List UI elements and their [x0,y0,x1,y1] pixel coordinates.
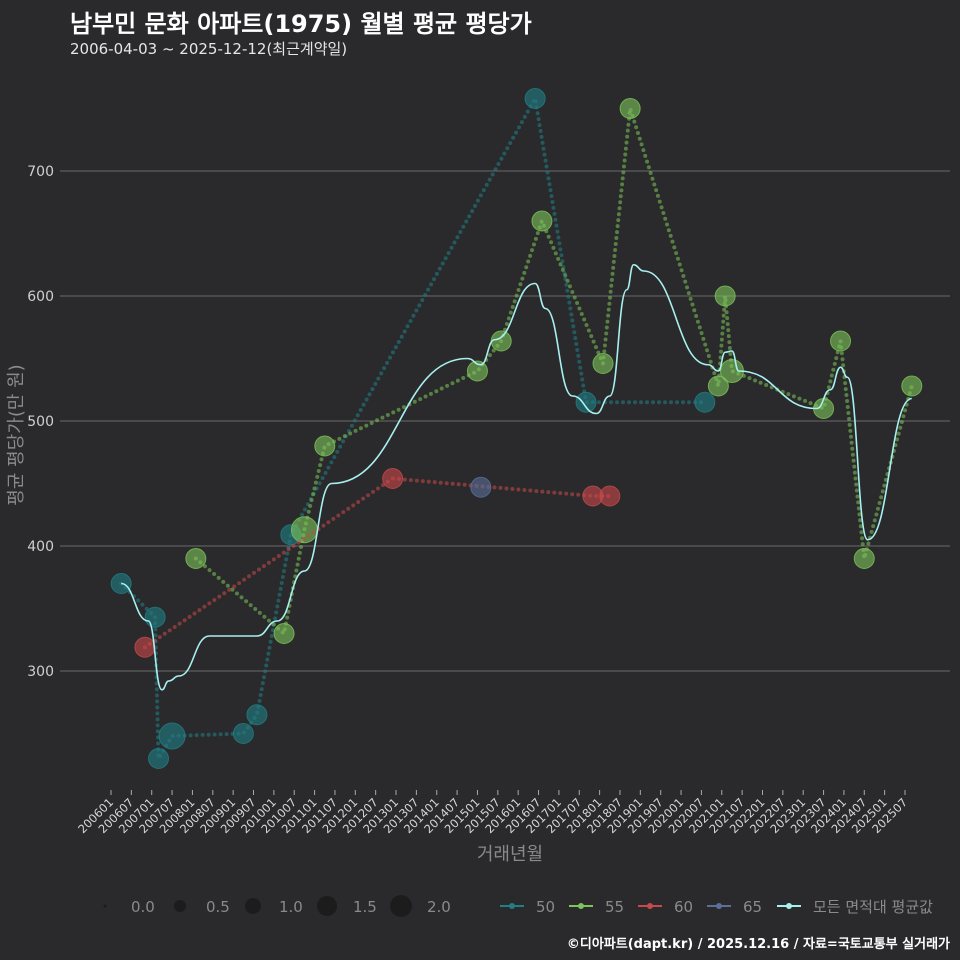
data-point-50 [158,722,186,750]
data-point-50 [148,748,170,769]
data-point-55 [707,375,729,397]
size-legend-symbol [103,904,107,908]
legend-dot-0 [509,903,515,909]
data-point-55 [185,548,207,569]
size-legend-symbol [174,900,186,912]
series-line-50 [119,92,707,766]
legend-label: 모든 면적대 평균값 [813,898,933,916]
data-point-50 [575,391,597,413]
data-point-55 [714,285,736,307]
size-legend-label: 1.0 [279,898,303,916]
data-point-60 [382,468,404,489]
data-point-50 [246,704,268,726]
size-legend-symbol [245,898,261,914]
data-point-55 [830,330,852,352]
legend-label: 65 [743,898,762,916]
data-point-55 [619,98,641,119]
data-point-55 [531,210,553,232]
chart-caption: ©디아파트(dapt.kr) / 2025.12.16 / 자료=국토교통부 실… [566,937,950,952]
data-point-55 [490,330,512,352]
data-point-55 [901,375,923,397]
series-line-60 [142,476,612,650]
average-line [120,263,913,691]
legend-dot-4 [786,903,792,909]
data-point-60 [134,636,156,658]
data-point-50 [524,88,546,109]
y-tick-label: 700 [27,164,54,180]
data-point-65 [470,476,492,498]
y-tick-label: 500 [27,414,54,430]
data-point-55 [592,353,614,374]
y-tick-label: 400 [27,539,54,555]
legend-dot-3 [716,903,722,909]
legend-dot-1 [578,903,584,909]
y-tick-label: 300 [27,664,54,680]
chart-title: 남부민 문화 아파트(1975) 월별 평균 평당가 [70,10,532,38]
size-legend-label: 1.5 [353,898,377,916]
series-line-55 [193,107,914,638]
legend-label: 60 [674,898,693,916]
legend-dot-2 [647,903,653,909]
size-legend-label: 2.0 [427,898,451,916]
data-point-55 [466,360,488,382]
legend-label: 50 [536,898,555,916]
data-point-50 [694,391,716,413]
y-tick-label: 600 [27,289,54,305]
data-point-60 [599,485,621,507]
chart-subtitle: 2006-04-03 ~ 2025-12-12(최근계약일) [70,40,348,58]
data-point-55 [314,435,336,457]
size-legend-label: 0.0 [131,898,155,916]
data-point-55 [853,548,875,569]
legend-label: 55 [605,898,624,916]
size-legend-symbol [390,895,412,917]
size-legend-symbol [317,896,337,916]
x-axis-title: 거래년월 [477,844,543,865]
size-legend-label: 0.5 [206,898,230,916]
data-point-50 [232,723,254,744]
data-point-50 [144,606,166,628]
data-point-55 [273,623,295,644]
y-axis-title: 평균 평당가(만 원) [6,364,27,505]
